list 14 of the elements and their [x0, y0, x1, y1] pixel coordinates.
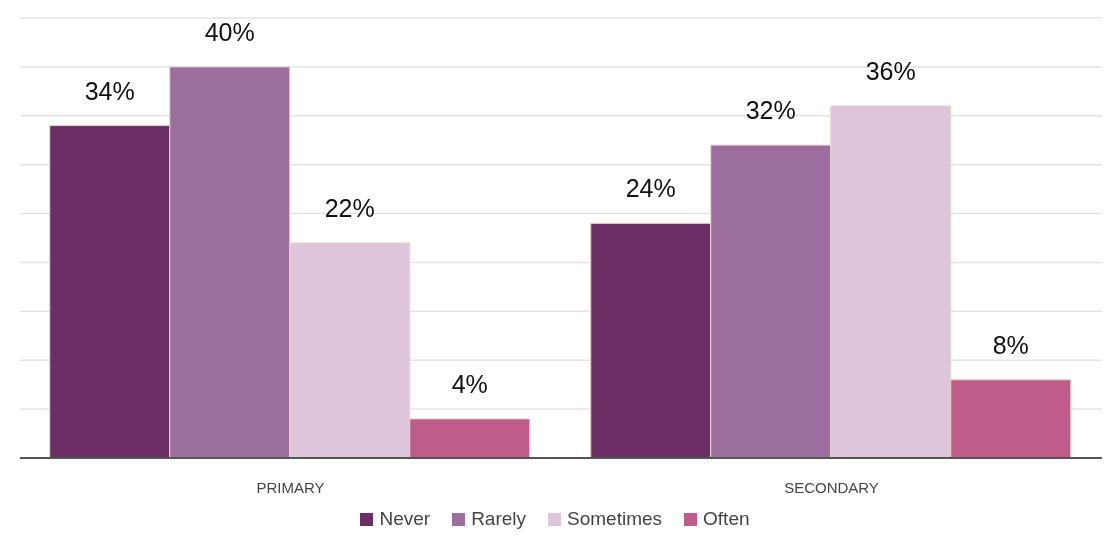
- legend-label: Never: [378, 508, 431, 530]
- legend-label: Sometimes: [566, 508, 663, 530]
- legend-label: Often: [702, 508, 750, 530]
- data-label: 4%: [451, 369, 488, 398]
- legend-label: Rarely: [470, 508, 527, 530]
- data-label: 40%: [204, 17, 255, 46]
- data-label: 36%: [865, 57, 916, 85]
- data-label: 24%: [625, 174, 676, 203]
- data-label: 34%: [84, 76, 135, 105]
- x-tick-label: SECONDARY: [784, 478, 879, 496]
- data-label: 32%: [745, 96, 796, 125]
- data-label: 22%: [324, 193, 375, 222]
- x-tick-label: PRIMARY: [256, 478, 325, 496]
- data-label: 8%: [992, 330, 1029, 359]
